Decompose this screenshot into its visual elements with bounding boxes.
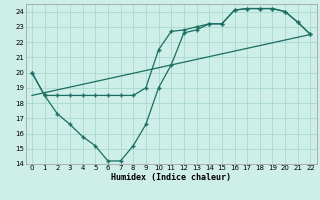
X-axis label: Humidex (Indice chaleur): Humidex (Indice chaleur) — [111, 173, 231, 182]
